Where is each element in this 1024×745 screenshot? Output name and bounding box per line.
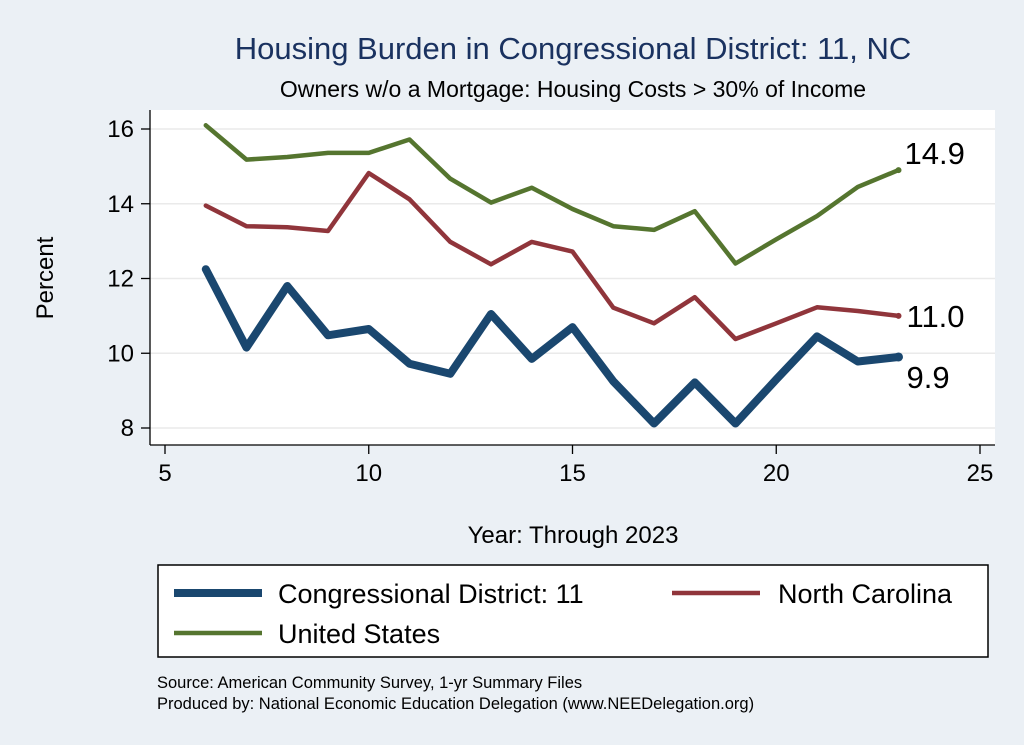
y-tick-label: 14	[107, 191, 134, 218]
legend-label: Congressional District: 11	[278, 579, 584, 609]
x-axis: 5 10 15 20 25	[150, 444, 995, 487]
producer-line: Produced by: National Economic Education…	[157, 695, 754, 713]
series-end-point	[895, 312, 902, 319]
x-tick-label: 25	[967, 460, 994, 487]
y-tick-label: 12	[107, 266, 134, 293]
y-tick-label: 8	[121, 415, 134, 442]
x-tick-label: 15	[559, 460, 586, 487]
legend: Congressional District: 11 North Carolina…	[157, 564, 989, 658]
series-end-point	[894, 352, 903, 362]
legend-box	[157, 564, 989, 658]
series-line	[203, 123, 901, 266]
chart-title: Housing Burden in Congressional District…	[235, 31, 912, 66]
x-tick-label: 5	[158, 460, 171, 487]
x-axis-title: Year: Through 2023	[468, 522, 679, 549]
chart-subtitle: Owners w/o a Mortgage: Housing Costs > 3…	[280, 76, 866, 102]
series-end-point	[895, 167, 902, 174]
source-line: Source: American Community Survey, 1-yr …	[157, 674, 582, 692]
y-axis: 8 10 12 14 16	[107, 110, 151, 445]
end-label: 11.0	[907, 299, 965, 334]
y-axis-title: Percent	[32, 236, 59, 319]
end-label: 9.9	[907, 360, 950, 395]
x-tick-label: 10	[355, 460, 382, 487]
series-lines	[201, 123, 903, 428]
plot-area	[150, 110, 995, 445]
y-tick-label: 10	[107, 340, 134, 367]
legend-label: United States	[278, 619, 440, 649]
series-line	[203, 170, 901, 342]
y-tick-label: 16	[107, 116, 134, 143]
series-line	[201, 265, 903, 428]
legend-label: North Carolina	[778, 579, 953, 609]
end-label: 14.9	[905, 136, 965, 171]
grid	[150, 128, 995, 429]
x-tick-label: 20	[763, 460, 790, 487]
end-labels: 14.9 11.0 9.9	[905, 136, 965, 395]
